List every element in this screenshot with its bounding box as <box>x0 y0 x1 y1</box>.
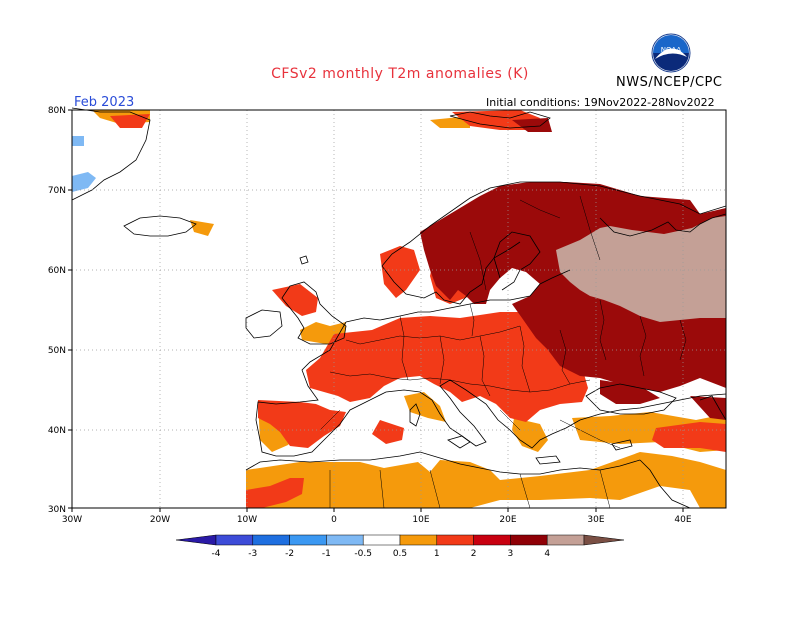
axis-ticks <box>68 109 684 512</box>
graticule <box>72 110 726 508</box>
anomaly-region-negative <box>72 136 96 192</box>
lon-label-30e: 30E <box>587 515 604 525</box>
colorbar-segment <box>175 534 217 546</box>
svg-text:NOAA: NOAA <box>661 46 682 54</box>
agency-label: NWS/NCEP/CPC <box>616 75 723 90</box>
lon-label-10w: 10W <box>237 515 257 525</box>
lon-label-10e: 10E <box>412 515 429 525</box>
colorbar-segment <box>362 534 401 546</box>
colorbar-segment <box>436 534 474 546</box>
colorbar-label: 0.5 <box>393 549 407 559</box>
lat-label-80n: 80N <box>48 106 66 116</box>
colorbar-segment <box>583 534 625 546</box>
colorbar-segment <box>546 534 585 546</box>
colorbar-segment <box>473 534 511 546</box>
colorbar-label: -3 <box>248 549 257 559</box>
lon-label-40e: 40E <box>674 515 691 525</box>
map-title: CFSv2 monthly T2m anomalies (K) <box>271 66 529 82</box>
colorbar-label: 2 <box>471 549 477 559</box>
lon-label-30w: 30W <box>62 515 82 525</box>
longitude-labels: 30W 20W 10W 0 10E 20E 30E 40E <box>62 515 692 525</box>
colorbar-segment <box>252 534 290 546</box>
colorbar-segment <box>326 534 364 546</box>
noaa-logo-icon: NOAA <box>651 33 691 73</box>
lat-label-40n: 40N <box>48 426 66 436</box>
lat-label-50n: 50N <box>48 346 66 356</box>
coastlines <box>71 107 727 509</box>
latitude-labels: 80N 70N 60N 50N 40N 30N <box>48 106 66 515</box>
colorbar: -4 -3 -2 -1 -0.5 0.5 1 2 3 4 <box>175 534 625 559</box>
colorbar-label: 1 <box>434 549 440 559</box>
colorbar-label: -1 <box>322 549 331 559</box>
lat-label-30n: 30N <box>48 505 66 515</box>
lat-label-70n: 70N <box>48 186 66 196</box>
anomaly-fields <box>72 110 726 508</box>
colorbar-segment <box>510 534 548 546</box>
colorbar-segment <box>289 534 327 546</box>
colorbar-label: -0.5 <box>354 549 372 559</box>
colorbar-label: 4 <box>544 549 550 559</box>
lon-label-0: 0 <box>331 515 337 525</box>
anomaly-region-3-4 <box>556 216 726 322</box>
anomaly-region-1-2 <box>110 110 726 508</box>
colorbar-label: -2 <box>285 549 294 559</box>
map-frame <box>71 109 727 509</box>
colorbar-label: 3 <box>508 549 514 559</box>
lon-label-20e: 20E <box>499 515 516 525</box>
colorbar-label: -4 <box>212 549 221 559</box>
lat-label-60n: 60N <box>48 266 66 276</box>
lon-label-20w: 20W <box>150 515 170 525</box>
initial-conditions: Initial conditions: 19Nov2022-28Nov2022 <box>486 96 715 109</box>
country-borders <box>319 195 687 509</box>
colorbar-segment <box>215 534 254 546</box>
anomaly-region-0.5-1 <box>92 110 726 508</box>
colorbar-segment <box>399 534 438 546</box>
forecast-month: Feb 2023 <box>74 95 135 110</box>
